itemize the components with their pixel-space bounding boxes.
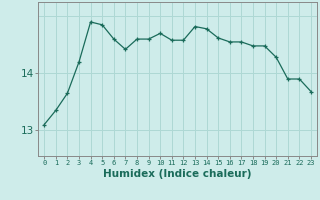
X-axis label: Humidex (Indice chaleur): Humidex (Indice chaleur) — [103, 169, 252, 179]
